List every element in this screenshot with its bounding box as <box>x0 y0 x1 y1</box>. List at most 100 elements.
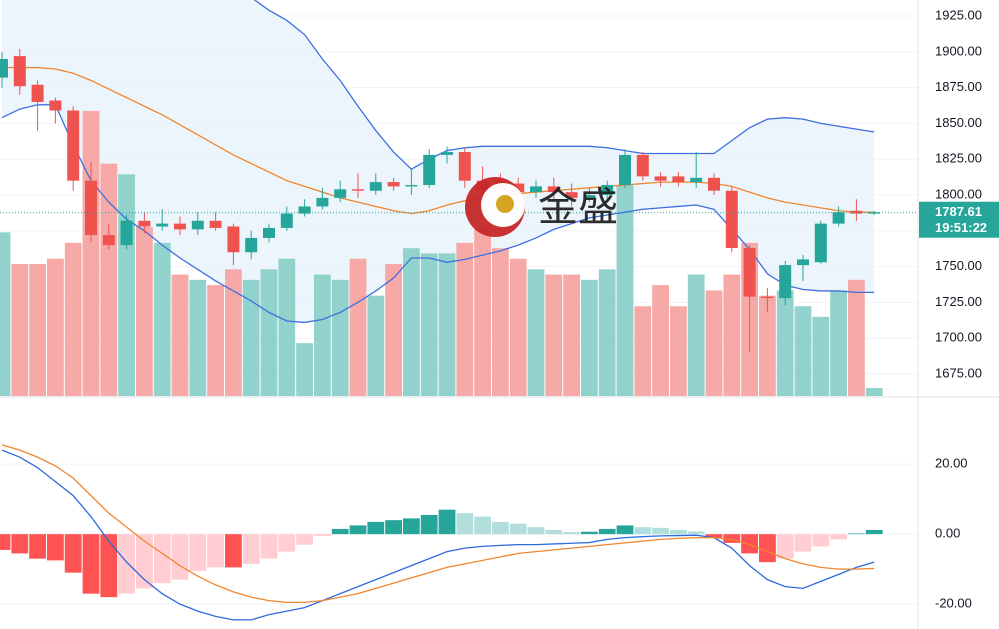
candle-body <box>458 152 471 181</box>
candle-body <box>369 182 382 191</box>
volume-bar <box>705 290 723 396</box>
volume-bar <box>207 285 224 396</box>
macd-histogram-bar <box>741 534 758 554</box>
macd-histogram-bar <box>492 521 509 535</box>
candle-body <box>138 220 151 227</box>
macd-histogram-bar <box>260 534 278 559</box>
macd-histogram-bar <box>563 532 580 535</box>
y-tick-label: 1800.00 <box>935 186 982 201</box>
candle-body <box>512 183 525 193</box>
volume-bar <box>242 279 260 396</box>
macd-histogram-bar <box>314 534 331 536</box>
y-tick-label: 1675.00 <box>935 365 982 380</box>
macd-histogram-bar <box>794 534 812 552</box>
candle-body <box>530 186 542 193</box>
y-tick-label: 1850.00 <box>935 115 982 130</box>
price-axis: 1675.001700.001725.001750.001775.001800.… <box>919 7 999 611</box>
macd-histogram-bar <box>153 534 171 584</box>
volume-bar <box>474 227 491 396</box>
band-middle <box>2 66 875 215</box>
candle-body <box>49 100 62 111</box>
macd-histogram-bar <box>420 514 438 535</box>
y-tick-label: 0.00 <box>935 526 960 541</box>
macd-histogram-bar <box>296 534 313 545</box>
band-upper <box>253 0 875 171</box>
macd-histogram-bar <box>0 534 11 550</box>
macd-histogram-bar <box>509 523 527 535</box>
volume-bar <box>403 248 420 396</box>
volume-bar <box>563 274 580 396</box>
y-tick-label: 1725.00 <box>935 294 982 309</box>
band-fill <box>2 0 875 323</box>
candle-body <box>102 235 115 246</box>
macd-line <box>1 449 875 621</box>
volume-bar <box>278 258 296 396</box>
candle-body <box>850 210 863 214</box>
macd-histogram-bar <box>705 534 723 538</box>
volume-bar <box>331 279 349 396</box>
y-tick-label: 1900.00 <box>935 43 982 58</box>
volume-bar <box>118 174 135 396</box>
y-tick-label: -20.00 <box>935 596 972 611</box>
macd-histogram-bar <box>812 534 830 547</box>
macd-histogram-bar <box>545 529 563 535</box>
volume-bar <box>670 306 687 396</box>
candle-body <box>708 177 720 191</box>
y-tick-label: 1700.00 <box>935 330 982 345</box>
candle-body <box>174 223 186 230</box>
macd-histogram-bar <box>687 531 705 535</box>
candle-body <box>832 212 845 224</box>
volume-bar <box>349 258 367 396</box>
volume-bar <box>759 295 776 396</box>
macd-histogram-bar <box>385 520 402 535</box>
volume-bar <box>687 274 705 396</box>
macd-histogram-bar <box>865 529 883 535</box>
candle-body <box>387 182 400 187</box>
volume-bar <box>100 163 118 396</box>
macd-histogram-bar <box>456 513 474 535</box>
volume-bar <box>82 110 100 396</box>
macd-histogram-bar <box>47 534 64 561</box>
volume-bar <box>723 274 741 396</box>
volume-bar <box>296 343 313 396</box>
candle-body <box>441 152 453 155</box>
volume-bar <box>153 242 171 396</box>
macd-histogram-bar <box>331 528 349 535</box>
candle-body <box>334 189 347 198</box>
candle-body <box>120 220 133 246</box>
macd-histogram-bar <box>438 509 456 535</box>
macd-histogram-bar <box>652 527 669 535</box>
macd-histogram-bar <box>349 525 367 535</box>
candle-body <box>761 296 774 299</box>
macd-histogram-bar <box>581 531 598 535</box>
macd-histogram-bar <box>527 527 545 535</box>
candle-body <box>868 212 881 214</box>
macd-histogram-bar <box>759 534 776 563</box>
candle-body <box>725 190 738 248</box>
macd-histogram-bar <box>848 533 865 535</box>
macd-histogram-bar <box>598 528 616 535</box>
macd-histogram-bar <box>830 534 847 540</box>
volume-bar <box>776 290 794 396</box>
volume-bar <box>581 279 598 396</box>
macd-histogram-bar <box>29 534 46 559</box>
candle-body <box>672 176 685 183</box>
volume-bar <box>527 269 545 396</box>
candle-body <box>814 223 827 263</box>
macd-histogram-bar <box>82 534 100 594</box>
volume-bar <box>225 269 242 396</box>
candle-body <box>227 226 240 253</box>
watermark: 金盛 <box>465 177 618 237</box>
y-tick-label: 1750.00 <box>935 258 982 273</box>
macd-histogram-bar <box>225 534 242 568</box>
macd-histogram-bar <box>118 534 135 594</box>
candle-body <box>423 154 436 185</box>
candle-body <box>352 189 364 191</box>
volume-bar <box>865 388 883 396</box>
volume-bar <box>794 306 812 396</box>
candle-body <box>690 177 703 183</box>
macd-histogram-bar <box>242 534 260 564</box>
candle-body <box>191 220 204 230</box>
volume-bar <box>545 274 563 396</box>
macd-histogram-bar <box>474 516 491 535</box>
